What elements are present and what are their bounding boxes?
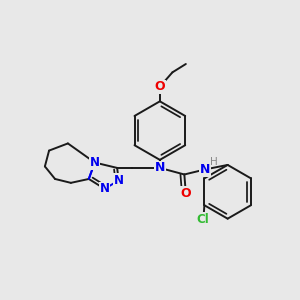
Text: O: O [181, 187, 191, 200]
Text: N: N [100, 182, 110, 195]
Text: O: O [154, 80, 165, 93]
Text: N: N [200, 163, 210, 176]
Text: H: H [210, 157, 218, 167]
Text: Cl: Cl [196, 213, 209, 226]
Text: N: N [90, 156, 100, 169]
Text: N: N [114, 174, 124, 187]
Text: N: N [155, 161, 165, 174]
